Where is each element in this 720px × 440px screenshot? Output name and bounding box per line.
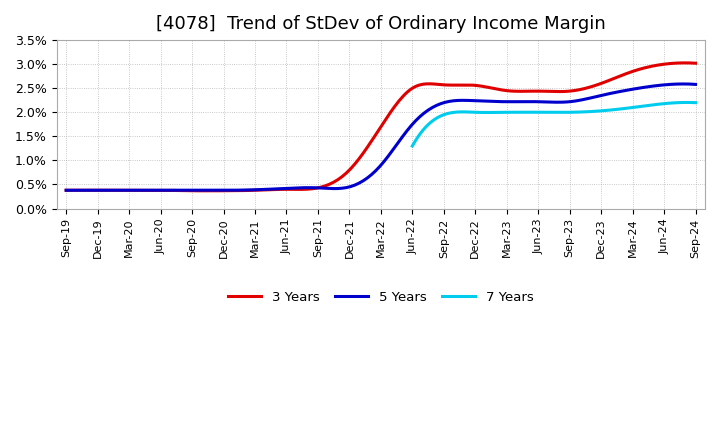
5 Years — [449, 98, 458, 103]
7 Years — [683, 100, 691, 105]
3 Years — [680, 60, 689, 66]
3 Years — [691, 61, 700, 66]
5 Years — [436, 101, 445, 106]
7 Years — [577, 110, 585, 115]
5 Years — [595, 93, 603, 99]
7 Years — [576, 110, 585, 115]
7 Years — [665, 101, 673, 106]
Line: 7 Years: 7 Years — [413, 103, 696, 146]
7 Years — [647, 103, 655, 108]
Legend: 3 Years, 5 Years, 7 Years: 3 Years, 5 Years, 7 Years — [222, 286, 539, 309]
3 Years — [595, 82, 603, 87]
5 Years — [691, 82, 700, 87]
7 Years — [691, 100, 700, 105]
5 Years — [438, 100, 447, 106]
5 Years — [207, 187, 216, 193]
Title: [4078]  Trend of StDev of Ordinary Income Margin: [4078] Trend of StDev of Ordinary Income… — [156, 15, 606, 33]
5 Years — [634, 85, 643, 91]
3 Years — [449, 82, 458, 88]
7 Years — [409, 142, 418, 147]
Line: 3 Years: 3 Years — [66, 63, 696, 191]
3 Years — [64, 187, 73, 193]
5 Years — [679, 81, 688, 87]
Line: 5 Years: 5 Years — [66, 84, 696, 190]
3 Years — [436, 82, 445, 87]
3 Years — [201, 188, 210, 194]
3 Years — [634, 67, 643, 72]
7 Years — [581, 109, 590, 114]
3 Years — [62, 187, 71, 193]
5 Years — [64, 187, 73, 193]
7 Years — [408, 143, 417, 149]
3 Years — [438, 82, 447, 88]
5 Years — [62, 187, 71, 193]
